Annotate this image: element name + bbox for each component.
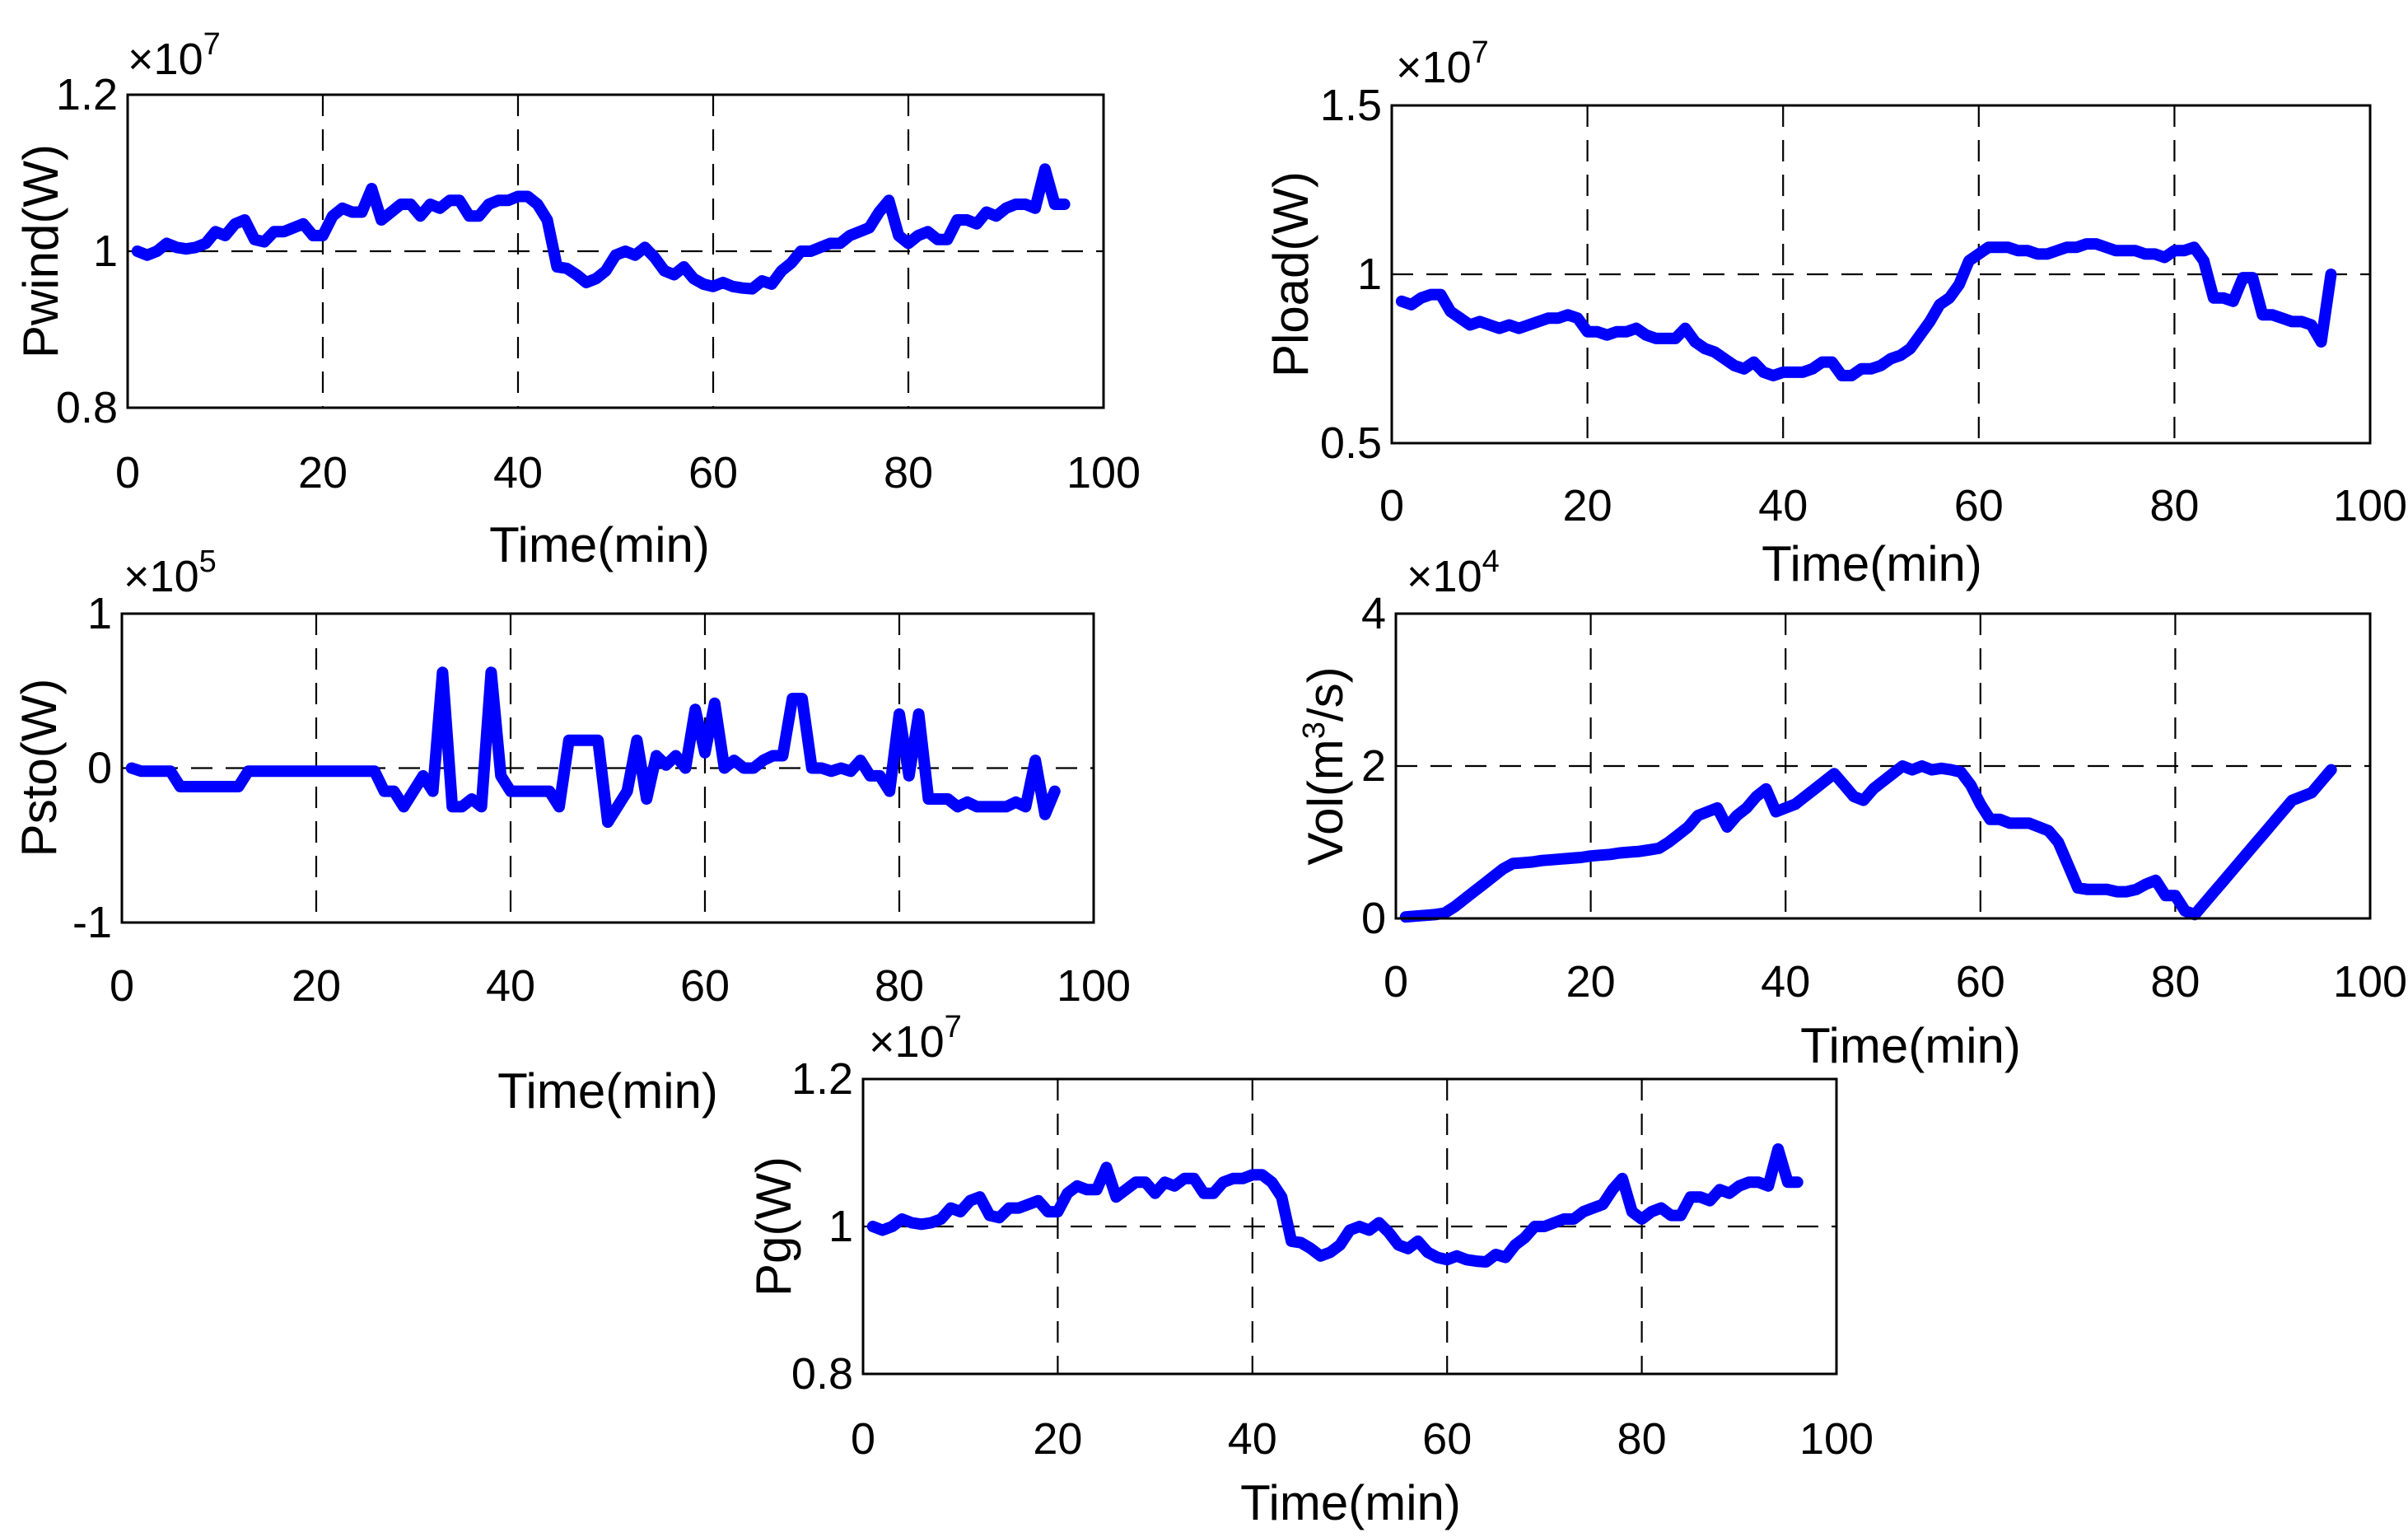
y-tick-label: 4: [1361, 589, 1386, 638]
x-tick-label: 100: [2333, 957, 2407, 1007]
exponent-label: ×104: [1407, 544, 1500, 601]
panel-psto: 0 20 40 60 80 100 -1 0 1×105 Time(min) Psto(W): [12, 544, 1131, 1119]
x-tick-label: 20: [1563, 481, 1612, 530]
y-tick-label: -1: [72, 898, 112, 947]
x-tick-label: 80: [1617, 1414, 1667, 1464]
x-tick-label: 100: [1057, 961, 1131, 1011]
exponent-label: ×105: [124, 544, 217, 601]
axes-box-vol: [1394, 612, 2372, 920]
y-axis-label: Pload(W): [1263, 171, 1318, 377]
panel-pload: 0 20 40 60 80 100 0.5 1 1.5 ×107 Time(min) Pload(W): [1263, 35, 2407, 591]
y-axis-label: Vol(m3/s): [1297, 666, 1353, 865]
x-tick-label: 20: [292, 961, 341, 1011]
exponent-power: 4: [1482, 544, 1500, 579]
y-tick-label: 0: [1361, 894, 1386, 943]
series-line-psto: [125, 666, 1061, 829]
x-tick-label: 0: [110, 961, 134, 1011]
x-tick-label: 80: [2149, 481, 2199, 530]
x-tick-label: 0: [1384, 957, 1408, 1007]
x-tick-label: 80: [2150, 957, 2200, 1007]
y-axis-label: Psto(W): [12, 679, 67, 857]
x-axis-label: Time(min): [1800, 1018, 2021, 1073]
x-axis-label: Time(min): [1762, 536, 1982, 591]
x-tick-label: 60: [1956, 957, 2005, 1007]
exponent-label: ×107: [869, 1010, 962, 1067]
y-tick-label: 2: [1361, 741, 1386, 791]
x-tick-label: 100: [2333, 481, 2407, 530]
x-axis-label: Time(min): [497, 1063, 718, 1119]
exponent-power: 5: [199, 544, 217, 579]
y-tick-label: 1: [87, 589, 112, 638]
x-tick-label: 60: [1954, 481, 2004, 530]
series-line-pload: [1395, 238, 2337, 381]
y-tick-label: 1: [828, 1202, 853, 1251]
exponent-label: ×107: [1396, 35, 1489, 92]
exponent-label: ×107: [128, 27, 221, 84]
x-axis-label: Time(min): [489, 517, 710, 572]
y-tick-label: 0.8: [56, 383, 118, 432]
panel-pg: 0 20 40 60 80 100 0.8 1 1.2 ×107 Time(min) Pg(W): [746, 1010, 1874, 1530]
y-tick-label: 1: [93, 227, 118, 276]
axes-box-pload: [1390, 104, 2372, 445]
x-axis-label: Time(min): [1240, 1475, 1461, 1530]
x-tick-label: 100: [1066, 448, 1141, 498]
x-tick-label: 60: [688, 448, 738, 498]
x-tick-label: 60: [1422, 1414, 1472, 1464]
y-tick-label: 0.5: [1320, 418, 1382, 468]
y-tick-label: 1.2: [56, 70, 118, 119]
exponent-power: 7: [1472, 35, 1489, 70]
y-tick-label: 1: [1357, 250, 1382, 299]
x-tick-label: 80: [875, 961, 924, 1011]
y-tick-label: 1.2: [791, 1054, 853, 1104]
axes-box-pg: [861, 1077, 1838, 1376]
y-axis-label: Pg(W): [746, 1156, 801, 1296]
exponent-power: 7: [945, 1010, 962, 1044]
axes-box-psto: [120, 612, 1095, 924]
exponent-power: 7: [203, 27, 221, 62]
x-tick-label: 40: [1228, 1414, 1277, 1464]
x-tick-label: 40: [493, 448, 543, 498]
series-line-pwind: [131, 163, 1071, 295]
axes-box-pwind: [126, 93, 1105, 409]
x-tick-label: 0: [115, 448, 140, 498]
x-tick-label: 20: [298, 448, 348, 498]
panel-pwind: 0 20 40 60 80 100 0.8 1 1.2×107 Time(min) Pwind(W): [13, 27, 1141, 572]
y-tick-label: 0.8: [791, 1349, 853, 1399]
y-tick-label: 1.5: [1320, 81, 1382, 130]
x-tick-label: 20: [1033, 1414, 1082, 1464]
y-tick-label: 0: [87, 744, 112, 793]
x-tick-label: 80: [884, 448, 933, 498]
x-tick-label: 40: [1758, 481, 1808, 530]
series-line-vol: [1399, 760, 2337, 923]
x-tick-label: 40: [486, 961, 535, 1011]
x-tick-label: 0: [1379, 481, 1404, 530]
series-line-pg: [866, 1143, 1804, 1268]
x-tick-label: 20: [1566, 957, 1616, 1007]
x-tick-label: 60: [680, 961, 730, 1011]
x-tick-label: 0: [851, 1414, 875, 1464]
y-axis-label: Pwind(W): [13, 144, 68, 358]
x-tick-label: 100: [1799, 1414, 1874, 1464]
x-tick-label: 40: [1761, 957, 1810, 1007]
